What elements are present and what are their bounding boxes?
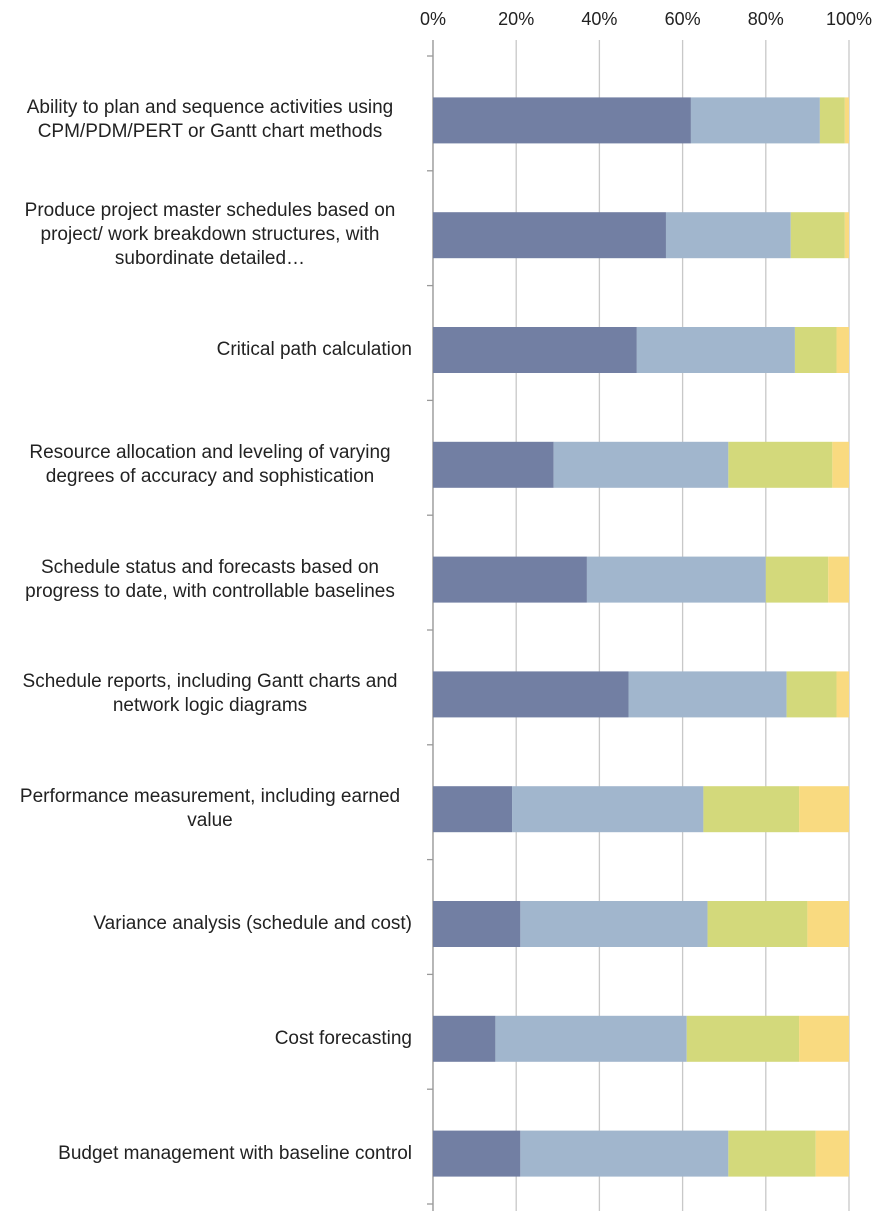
bar-segment <box>433 97 691 144</box>
bar-segment <box>520 1130 729 1177</box>
bar-segment <box>686 1015 800 1062</box>
bar-segment <box>512 786 704 833</box>
category-label: Schedule status and forecasts based on p… <box>25 556 395 602</box>
bar-segment <box>665 212 791 259</box>
bar-segment <box>765 556 829 603</box>
x-tick-label: 60% <box>665 9 701 29</box>
bar-segment <box>433 212 666 259</box>
bar-segment <box>433 1015 496 1062</box>
category-label: Resource allocation and leveling of vary… <box>29 441 391 487</box>
bar-segment <box>707 901 808 947</box>
bar-segment <box>728 441 833 488</box>
x-tick-label: 80% <box>748 9 784 29</box>
bar-segment <box>495 1015 687 1062</box>
category-label-box: Schedule reports, including Gantt charts… <box>4 649 412 739</box>
category-label: Ability to plan and sequence activities … <box>26 97 394 143</box>
category-label-box: Budget management with baseline control <box>4 1109 412 1199</box>
bar-segment <box>728 1130 816 1177</box>
bar-segment <box>586 556 766 603</box>
category-label-box: Schedule status and forecasts based on p… <box>4 535 412 625</box>
bar-segment <box>433 1130 521 1177</box>
bar-segment <box>433 786 513 833</box>
bar-segment <box>815 1130 849 1177</box>
category-label-box: Performance measurement, including earne… <box>4 764 412 854</box>
x-tick-label: 40% <box>581 9 617 29</box>
x-tick-label: 0% <box>420 9 446 29</box>
category-label: Schedule reports, including Gantt charts… <box>22 671 398 717</box>
bar-segment <box>628 671 787 718</box>
bar-segment <box>790 212 845 259</box>
category-label-box: Produce project master schedules based o… <box>4 190 412 280</box>
category-label: Produce project master schedules based o… <box>24 200 396 270</box>
category-label: Performance measurement, including earne… <box>19 786 401 832</box>
bar-segment <box>433 327 637 373</box>
bar-segment <box>832 441 849 488</box>
bar-segment <box>520 901 708 947</box>
bar-segment <box>433 556 587 603</box>
bar-segment <box>836 671 849 718</box>
category-label-box: Resource allocation and leveling of vary… <box>4 420 412 510</box>
bar-segment <box>553 441 729 488</box>
bar-segment <box>636 327 795 373</box>
bar-segment <box>433 671 629 718</box>
category-label-box: Variance analysis (schedule and cost) <box>4 879 412 969</box>
category-label: Budget management with baseline control <box>58 1142 412 1164</box>
category-label: Cost forecasting <box>274 1027 412 1049</box>
category-label-box: Ability to plan and sequence activities … <box>4 75 412 165</box>
category-label-box: Critical path calculation <box>4 305 412 395</box>
bar-segment <box>703 786 800 833</box>
bar-segment <box>836 327 849 373</box>
bar-segment <box>690 97 820 144</box>
bar-segment <box>799 1015 849 1062</box>
category-label: Critical path calculation <box>216 339 412 360</box>
bar-segment <box>844 212 849 259</box>
bar-segment <box>807 901 849 947</box>
category-label: Variance analysis (schedule and cost) <box>93 913 412 934</box>
category-label-box: Cost forecasting <box>4 994 412 1084</box>
bar-segment <box>828 556 849 603</box>
x-tick-label: 100% <box>826 9 872 29</box>
bar-segment <box>786 671 837 718</box>
bar-segment <box>794 327 837 373</box>
bar-segment <box>819 97 845 144</box>
bar-segment <box>433 441 554 488</box>
bar-segment <box>844 97 849 144</box>
bar-segment <box>433 901 521 947</box>
bar-segment <box>799 786 849 833</box>
x-tick-label: 20% <box>498 9 534 29</box>
